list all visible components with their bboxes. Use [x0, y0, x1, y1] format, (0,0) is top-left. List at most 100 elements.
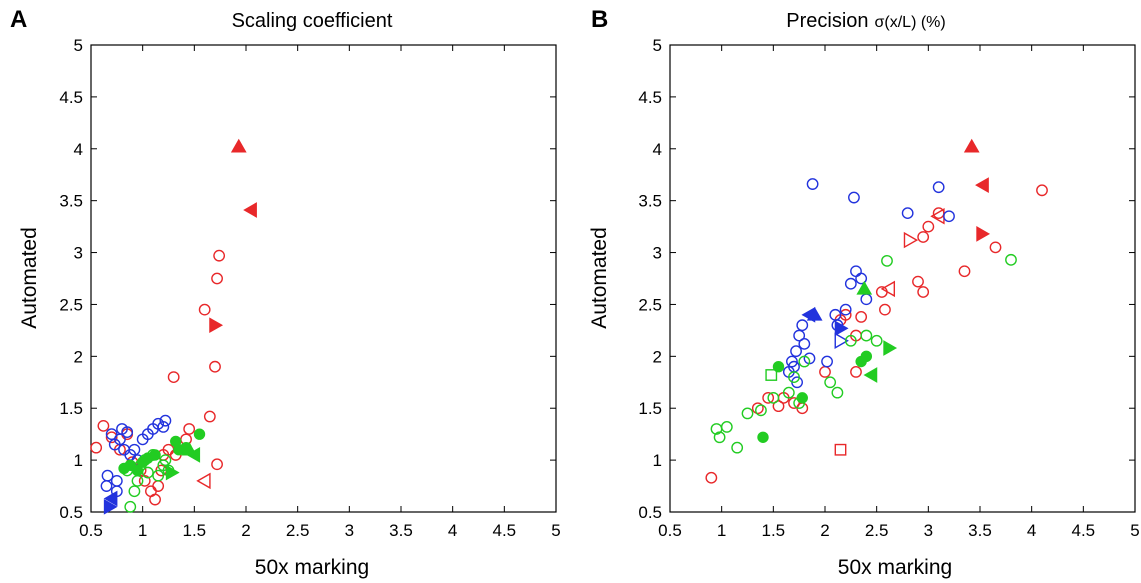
y-tick-label: 4.5	[59, 88, 83, 107]
scatter-point	[976, 226, 991, 242]
x-tick-label: 2.5	[286, 521, 310, 540]
scatter-point	[159, 414, 172, 427]
scatter-point	[105, 428, 118, 441]
scatter-point	[848, 191, 860, 204]
scatter-point	[806, 306, 823, 321]
x-tick-label: 1	[717, 521, 726, 540]
y-tick-label: 1.5	[638, 399, 662, 418]
chart-title-a: Scaling coefficient	[232, 10, 393, 32]
scatter-point	[124, 500, 137, 513]
scatter-point	[209, 360, 221, 373]
scatter-point	[883, 340, 898, 356]
scatter-point	[844, 277, 857, 290]
x-axis-label-a: 50x marking	[255, 556, 369, 579]
scatter-point	[211, 458, 223, 471]
scatter-point	[796, 392, 808, 404]
y-tick-label: 2.5	[59, 295, 83, 314]
scatter-point	[772, 400, 785, 413]
x-tick-label: 1.5	[762, 521, 786, 540]
scatter-point	[821, 355, 833, 368]
x-tick-label: 5	[1130, 521, 1139, 540]
scatter-point	[850, 365, 862, 378]
plot-frame-b	[669, 44, 1136, 513]
scatter-point	[105, 431, 118, 444]
scatter-point	[196, 472, 211, 490]
scatter-point	[181, 441, 198, 456]
scatter-point	[844, 334, 857, 347]
scatter-point	[932, 181, 945, 194]
scatter-point	[101, 469, 114, 482]
x-tick-label: 4.5	[493, 521, 517, 540]
x-tick-label: 3.5	[389, 521, 413, 540]
scatter-point	[198, 303, 211, 316]
scatter-point	[790, 345, 802, 358]
scatter-point	[243, 202, 257, 218]
scatter-point	[989, 241, 1002, 254]
scatter-point	[211, 272, 223, 285]
scatter-point	[762, 391, 775, 404]
scatter-point	[720, 421, 733, 433]
scatter-point	[209, 317, 224, 334]
y-tick-label: 3.5	[638, 192, 662, 211]
y-tick-label: 5	[74, 36, 83, 55]
panel-label-b: B	[591, 6, 608, 33]
scatter-point	[831, 386, 844, 399]
y-tick-label: 5	[653, 36, 662, 55]
scatter-point	[167, 371, 180, 383]
scatter-point	[975, 177, 989, 193]
chart-title-b-main: Precision	[786, 10, 868, 32]
chart-title-b: Precision σ(x/L) (%)	[786, 10, 945, 32]
scatter-point	[855, 272, 868, 285]
scatter-point	[880, 280, 896, 298]
scatter-point	[128, 443, 141, 456]
scatter-point	[870, 334, 883, 347]
y-tick-label: 1	[74, 451, 83, 470]
panel-b: B Precision σ(x/L) (%) 0.5 1 1.5 2 2.5 3 3.5 4 4.…	[588, 6, 1140, 579]
y-axis-a: 0.5 1 1.5 2 2.5 3 3.5 4 4.5 5	[59, 36, 556, 522]
x-axis-a: 0.5 1 1.5 2 2.5 3 3.5 4 4.5 5	[79, 45, 561, 540]
scatter-point	[786, 355, 798, 368]
scatter-point	[90, 441, 103, 454]
scatter-point	[863, 367, 878, 383]
scatter-point	[1036, 184, 1048, 197]
scatter-point	[131, 474, 144, 487]
x-tick-label: 0.5	[658, 521, 682, 540]
scatter-point	[713, 431, 726, 444]
y-tick-label: 4	[74, 140, 83, 159]
scatter-point	[103, 498, 118, 515]
scatter-point	[912, 275, 924, 288]
scatter-point	[819, 365, 831, 378]
scatter-point	[97, 419, 110, 432]
y-tick-label: 0.5	[638, 503, 662, 522]
scatter-point	[856, 280, 873, 295]
scatter-point	[152, 480, 165, 492]
scatter-point	[183, 423, 196, 435]
y-tick-label: 4	[653, 140, 662, 159]
scatter-point	[834, 443, 847, 456]
y-tick-label: 1	[653, 451, 662, 470]
scatter-point	[958, 265, 971, 278]
scatter-point	[793, 329, 806, 342]
y-tick-label: 2.5	[638, 295, 662, 314]
scatter-point	[860, 293, 873, 306]
x-axis-b: 0.5 1 1.5 2 2.5 3 3.5 4 4.5 5	[658, 45, 1140, 540]
scatter-point	[834, 320, 849, 337]
x-tick-label: 2.5	[865, 521, 889, 540]
scatter-point	[917, 286, 930, 298]
scatter-point	[839, 303, 852, 316]
scatter-point	[230, 138, 247, 153]
scatter-point	[741, 407, 754, 420]
x-tick-label: 3.5	[968, 521, 992, 540]
y-tick-label: 3	[74, 244, 83, 263]
scatter-point	[881, 254, 893, 267]
x-tick-label: 4	[1027, 521, 1036, 540]
scatter-point	[157, 421, 170, 433]
x-tick-label: 1.5	[183, 521, 207, 540]
x-tick-label: 3	[924, 521, 933, 540]
scatter-point	[860, 329, 873, 342]
x-tick-label: 2	[820, 521, 829, 540]
scatter-point	[149, 493, 161, 506]
scatter-point	[203, 410, 216, 423]
x-tick-label: 2	[241, 521, 250, 540]
scatter-point	[110, 474, 123, 487]
